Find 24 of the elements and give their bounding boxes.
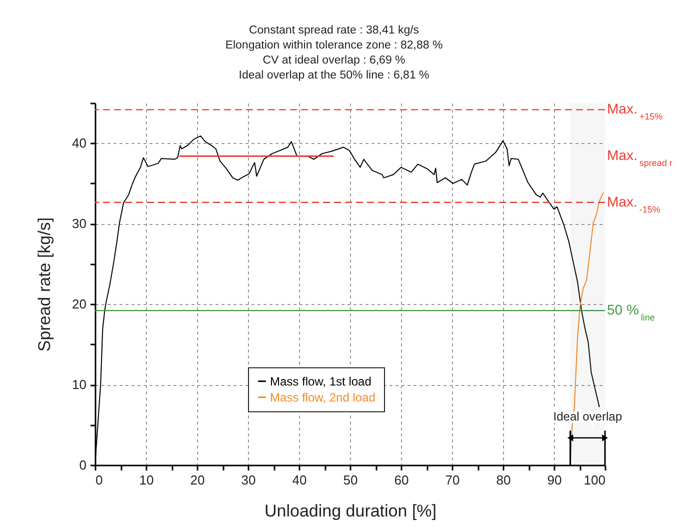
text: Ideal overlap at the 50% line : 6,81 %: [238, 70, 430, 82]
x-tick-label: 70: [445, 472, 460, 488]
x-tick-label: 90: [547, 472, 562, 488]
legend-label: Mass flow, 1st load: [270, 374, 372, 388]
y-tick-label: 0: [79, 458, 86, 472]
x-axis-title: Unloading duration [%]: [264, 502, 437, 520]
legend-label: Mass flow, 2nd load: [270, 390, 376, 404]
text: Elongation within tolerance zone : 82,88 %: [225, 40, 443, 52]
x-tick-label: 0: [96, 472, 103, 488]
y-tick-label: 10: [72, 377, 86, 392]
x-tick-label: 20: [190, 472, 205, 488]
x-tick-label: 80: [496, 472, 511, 488]
x-tick-label: 10: [139, 472, 154, 488]
text: CV at ideal overlap : 6,69 %: [262, 54, 406, 66]
y-tick-label: 20: [72, 296, 86, 312]
text: Constant spread rate : 38,41 kg/s: [248, 24, 420, 36]
x-tick-label: 100: [584, 472, 606, 488]
y-tick-label: 40: [72, 136, 86, 151]
x-tick-label: 40: [292, 472, 307, 488]
x-tick-label: 60: [394, 472, 409, 488]
x-tick-label: 30: [241, 472, 256, 488]
y-axis-title: Spread rate [kg/s]: [35, 217, 54, 352]
y-tick-label: 30: [72, 216, 86, 232]
x-tick-label: 50: [343, 472, 358, 488]
